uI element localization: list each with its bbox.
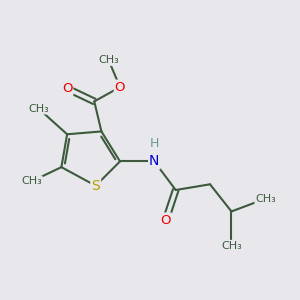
Text: CH₃: CH₃	[28, 103, 49, 114]
Text: CH₃: CH₃	[98, 55, 119, 65]
Text: CH₃: CH₃	[21, 176, 42, 186]
Text: H: H	[150, 137, 160, 150]
Text: S: S	[91, 179, 100, 193]
Text: CH₃: CH₃	[221, 241, 242, 251]
Text: O: O	[115, 81, 125, 94]
Text: O: O	[160, 214, 171, 226]
Text: O: O	[62, 82, 72, 95]
Text: N: N	[149, 154, 160, 168]
Text: CH₃: CH₃	[255, 194, 276, 204]
